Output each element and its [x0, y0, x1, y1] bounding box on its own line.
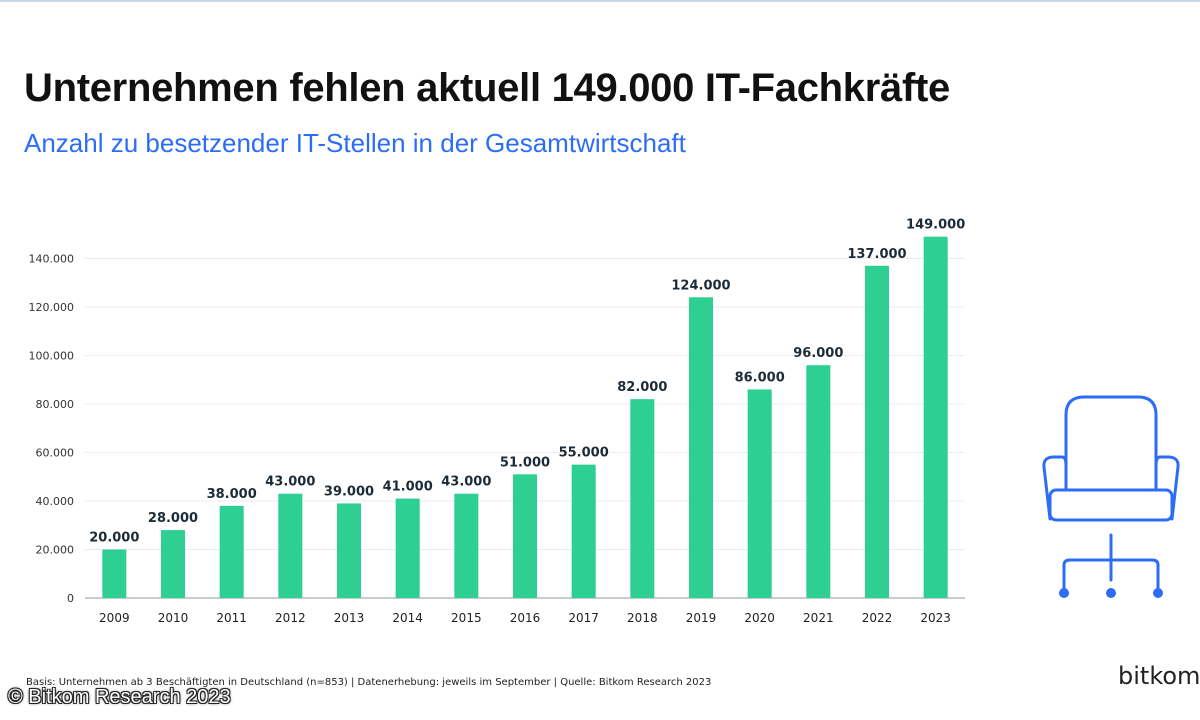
x-tick-label: 2013	[334, 611, 365, 625]
x-tick-label: 2009	[99, 611, 130, 625]
x-tick-label: 2021	[803, 611, 834, 625]
x-tick-label: 2014	[392, 611, 423, 625]
y-tick-label: 80.000	[36, 398, 75, 411]
data-label: 43.000	[441, 475, 491, 490]
y-tick-label: 60.000	[36, 447, 75, 460]
x-tick-label: 2015	[451, 611, 482, 625]
data-label: 51.000	[500, 455, 550, 470]
x-tick-label: 2023	[920, 611, 951, 625]
y-tick-label: 20.000	[36, 544, 75, 557]
y-tick-label: 120.000	[29, 301, 75, 314]
bar	[806, 365, 831, 598]
top-border	[0, 0, 1200, 2]
data-label: 39.000	[324, 484, 374, 499]
data-label: 43.000	[265, 475, 315, 490]
bar	[395, 498, 420, 598]
y-tick-label: 0	[67, 592, 74, 605]
office-chair-icon	[1042, 395, 1180, 598]
data-label: 41.000	[383, 480, 433, 495]
x-tick-label: 2011	[216, 611, 247, 625]
bar	[219, 505, 244, 598]
chart-subtitle: Anzahl zu besetzender IT-Stellen in der …	[24, 128, 686, 158]
data-label: 86.000	[735, 370, 785, 385]
y-tick-label: 100.000	[29, 350, 75, 363]
x-tick-label: 2019	[686, 611, 717, 625]
bar	[337, 503, 361, 598]
bar	[689, 297, 713, 598]
y-tick-label: 40.000	[36, 495, 75, 508]
bar	[102, 549, 127, 598]
data-label: 55.000	[559, 446, 609, 461]
bar	[747, 389, 772, 598]
copyright-watermark: © Bitkom Research 2023	[8, 686, 231, 708]
x-tick-label: 2018	[627, 611, 658, 625]
x-tick-label: 2020	[744, 611, 775, 625]
x-tick-label: 2022	[862, 611, 893, 625]
x-tick-label: 2010	[158, 611, 189, 625]
bar	[865, 265, 889, 598]
data-label: 137.000	[847, 247, 906, 262]
data-label: 124.000	[671, 278, 730, 293]
data-label: 82.000	[617, 380, 667, 395]
data-label: 149.000	[906, 218, 965, 233]
bar	[161, 530, 185, 598]
bitkom-logo: bitkom	[1118, 662, 1200, 690]
bar	[630, 399, 655, 598]
bar	[571, 464, 596, 598]
chart-title: Unternehmen fehlen aktuell 149.000 IT-Fa…	[24, 66, 950, 110]
data-label: 20.000	[89, 531, 139, 546]
y-tick-label: 140.000	[29, 253, 75, 266]
bar-chart: 0 20.000 40.000 60.000 80.000 100.000 120.000 1…	[29, 218, 966, 625]
data-label: 38.000	[207, 487, 257, 502]
x-tick-label: 2012	[275, 611, 306, 625]
data-label: 28.000	[148, 511, 198, 526]
bar	[278, 493, 303, 598]
bar	[454, 493, 479, 598]
bar	[923, 236, 948, 599]
data-label: 96.000	[793, 346, 843, 361]
x-tick-label: 2017	[568, 611, 599, 625]
footnote-source: Basis: Unternehmen ab 3 Beschäftigten in…	[26, 677, 712, 688]
x-tick-label: 2016	[510, 611, 541, 625]
bar	[513, 474, 537, 598]
